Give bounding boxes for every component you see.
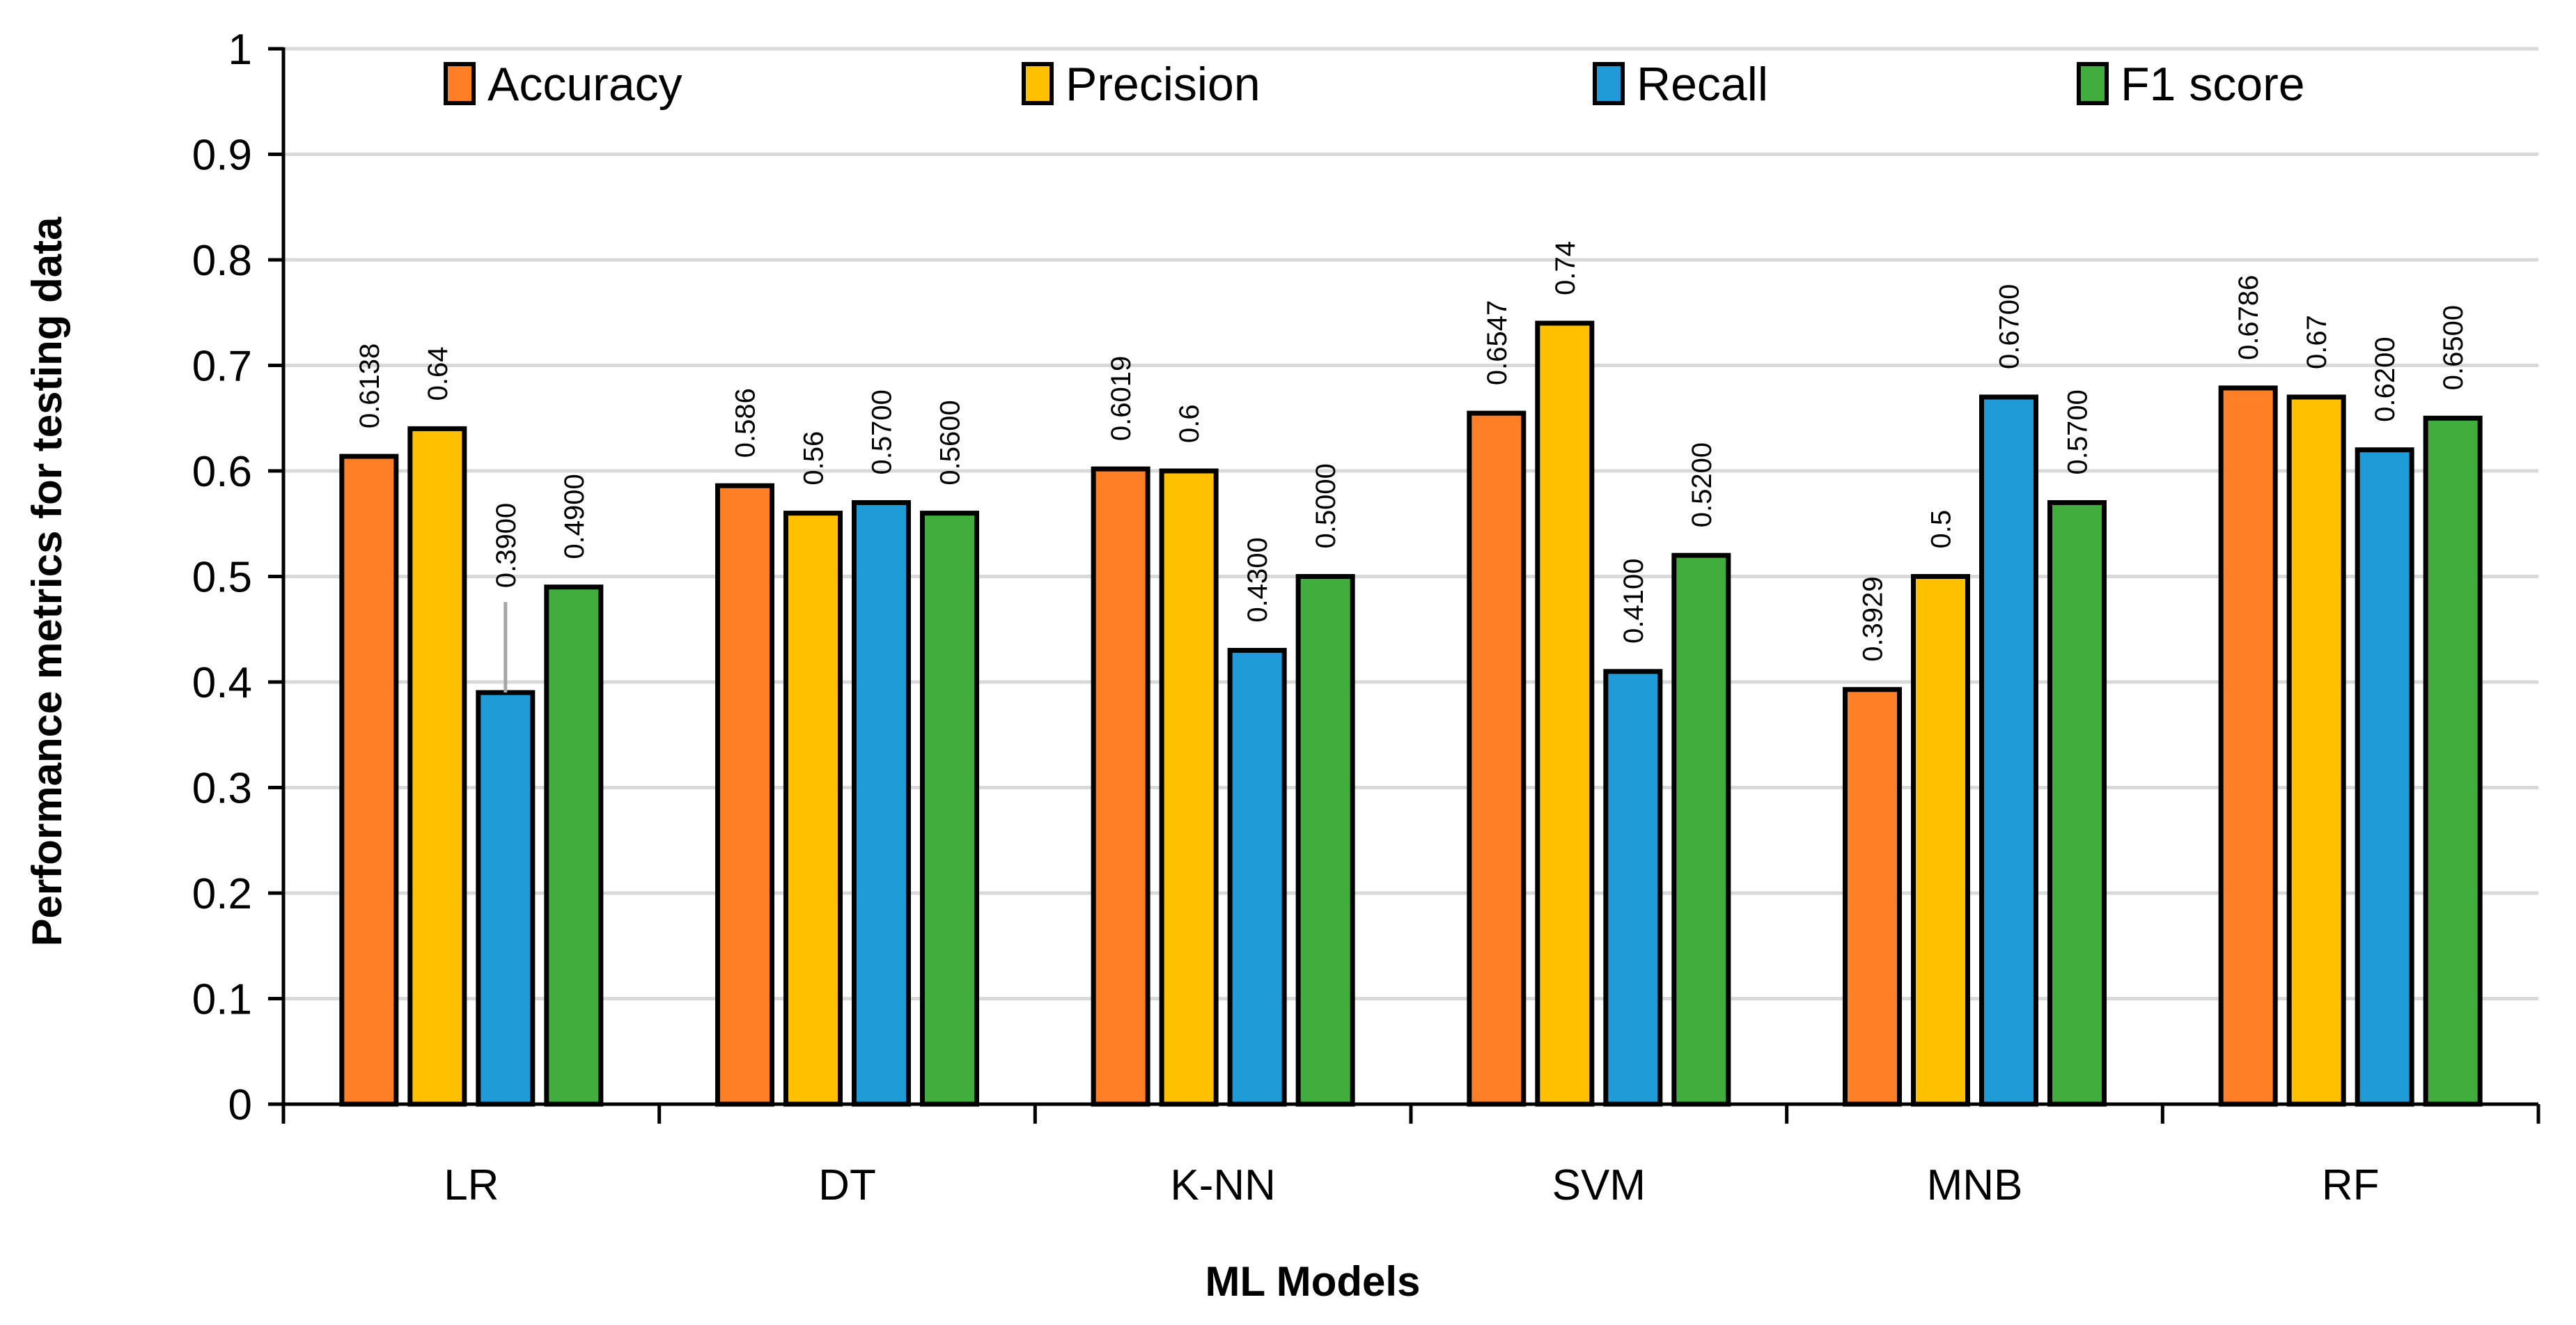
bar-accuracy-dt: [715, 483, 774, 1107]
bar-accuracy-rf: [2218, 385, 2278, 1107]
x-axis-title: ML Models: [1205, 1258, 1421, 1305]
bar-recall-k-nn: [1227, 648, 1287, 1107]
bar-f1-score-mnb: [2047, 499, 2107, 1107]
x-tick-label: DT: [818, 1161, 876, 1209]
bar-f1-score-lr: [544, 584, 604, 1107]
y-tick-label: 0.8: [192, 237, 252, 285]
y-tick-label: 0: [228, 1081, 252, 1129]
data-label: 0.6547: [1482, 300, 1513, 385]
data-label: 0.56: [799, 431, 829, 486]
data-label: 0.3929: [1858, 576, 1889, 661]
bar-accuracy-k-nn: [1091, 466, 1150, 1107]
x-tick-label: LR: [444, 1161, 499, 1209]
bar-recall-svm: [1603, 669, 1663, 1107]
data-label: 0.4900: [559, 474, 590, 559]
data-label: 0.5: [1926, 510, 1957, 549]
legend-swatch-precision: [1022, 62, 1054, 105]
data-label: 0.6200: [2370, 336, 2401, 421]
bar-precision-dt: [783, 511, 843, 1107]
x-tick-label: SVM: [1552, 1161, 1646, 1209]
bar-f1-score-k-nn: [1295, 574, 1355, 1107]
bar-accuracy-mnb: [1843, 687, 1902, 1107]
data-label: 0.4100: [1618, 559, 1649, 644]
x-tick-label: K-NN: [1170, 1161, 1276, 1209]
y-tick-label: 0.3: [192, 765, 252, 813]
legend-label: Recall: [1637, 58, 1768, 111]
bar-f1-score-svm: [1671, 552, 1731, 1107]
data-label: 0.4300: [1242, 537, 1273, 622]
data-label: 0.74: [1550, 241, 1581, 295]
y-tick-label: 0.7: [192, 343, 252, 391]
data-label: 0.586: [731, 388, 761, 458]
data-labels: 0.6138 0.64 0.3900 0.4900 0.586 0.56 0.5700 0.5…: [354, 241, 2469, 693]
data-label: 0.67: [2302, 315, 2332, 369]
bar-recall-mnb: [1979, 394, 2038, 1107]
legend-swatch-recall: [1593, 62, 1625, 105]
bar-recall-dt: [852, 499, 911, 1107]
data-label: 0.64: [423, 347, 453, 401]
bar-recall-lr: [476, 690, 536, 1107]
y-axis-title: Performance metrics for testing data: [24, 217, 70, 947]
bar-f1-score-dt: [920, 511, 979, 1107]
x-tick-label: RF: [2322, 1161, 2380, 1209]
data-label: 0.6019: [1106, 356, 1137, 441]
data-label: 0.5200: [1687, 442, 1717, 527]
legend-swatch-f1-score: [2077, 62, 2109, 105]
bar-precision-svm: [1535, 320, 1595, 1107]
y-tick-label: 0.2: [192, 870, 252, 918]
data-label: 0.6138: [354, 343, 385, 428]
bar-precision-rf: [2286, 394, 2346, 1107]
bar-recall-rf: [2355, 447, 2414, 1107]
x-tick-label: MNB: [1927, 1161, 2023, 1209]
bars: [339, 320, 2483, 1107]
data-label: 0.6: [1174, 404, 1205, 443]
bar-accuracy-lr: [339, 454, 399, 1107]
legend-label: F1 score: [2121, 58, 2305, 111]
data-label: 0.5700: [2063, 389, 2093, 474]
axes: 0 0.1 0.2 0.3 0.4 0.5 0.6 0.7 0.8 0.9 1 LR DT K-NN SVM…: [192, 26, 2540, 1209]
legend-label: Accuracy: [487, 58, 682, 111]
y-tick-label: 0.5: [192, 554, 252, 602]
data-label: 0.6786: [2233, 275, 2264, 360]
bar-accuracy-svm: [1467, 410, 1527, 1107]
y-tick-label: 1: [228, 26, 252, 74]
y-tick-label: 0.1: [192, 976, 252, 1024]
data-label: 0.5000: [1311, 463, 1341, 548]
data-label: 0.5700: [867, 389, 898, 474]
bar-precision-k-nn: [1159, 468, 1219, 1107]
bar-precision-lr: [407, 426, 467, 1107]
bar-f1-score-rf: [2423, 415, 2483, 1107]
y-tick-label: 0.4: [192, 659, 252, 707]
y-tick-label: 0.9: [192, 132, 252, 180]
data-label: 0.6700: [1995, 284, 2025, 369]
data-label: 0.6500: [2438, 305, 2469, 390]
data-label: 0.5600: [935, 400, 966, 485]
legend: Accuracy Precision Recall F1 score: [444, 58, 2305, 111]
legend-swatch-accuracy: [444, 62, 476, 105]
y-tick-label: 0.6: [192, 448, 252, 496]
data-label: 0.3900: [491, 503, 522, 588]
bar-precision-mnb: [1911, 574, 1970, 1107]
legend-label: Precision: [1065, 58, 1260, 111]
gridlines: [283, 47, 2538, 1000]
